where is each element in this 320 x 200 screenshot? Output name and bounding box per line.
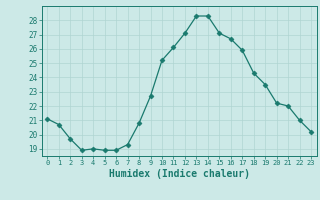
X-axis label: Humidex (Indice chaleur): Humidex (Indice chaleur) [109, 169, 250, 179]
